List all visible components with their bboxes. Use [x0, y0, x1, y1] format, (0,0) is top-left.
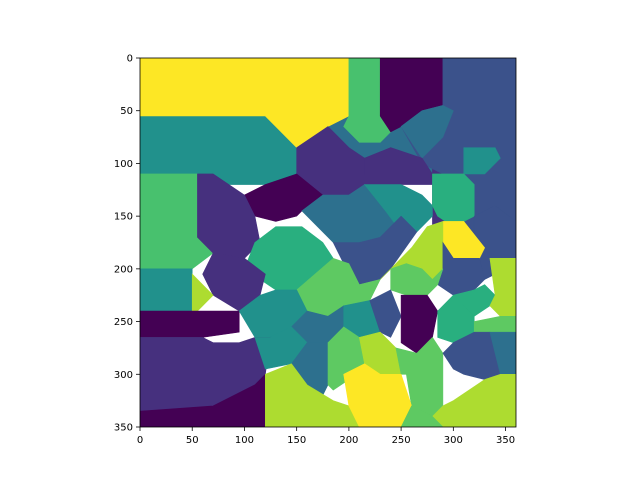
heatmap-region: [140, 310, 240, 338]
x-tick-label: 50: [186, 435, 199, 446]
y-tick-label: 150: [114, 212, 133, 223]
y-tick-label: 200: [114, 264, 133, 275]
heatmap-region: [140, 268, 193, 312]
heatmap-region: [489, 258, 516, 317]
x-axis: 0 50 100 150 200 250 300 350: [137, 427, 515, 446]
plot-frame: [139, 57, 517, 428]
y-axis: 0 50 100 150 200 250 300 350: [114, 54, 140, 434]
heatmap-region: [369, 289, 402, 338]
heatmap-region: [463, 147, 501, 175]
y-tick-label: 0: [127, 54, 133, 65]
x-tick-label: 350: [496, 435, 515, 446]
heatmap-region: [432, 373, 516, 427]
x-tick-label: 300: [444, 435, 463, 446]
y-tick-label: 300: [114, 370, 133, 381]
heatmap-region: [400, 405, 444, 427]
heatmap-region: [489, 331, 516, 375]
x-tick-label: 0: [137, 435, 143, 446]
y-tick-label: 250: [114, 317, 133, 328]
y-tick-label: 50: [120, 106, 133, 117]
x-tick-label: 200: [339, 435, 358, 446]
heatmap-region: [265, 363, 360, 427]
x-tick-label: 100: [235, 435, 254, 446]
heatmap-region: [473, 315, 516, 333]
x-tick-label: 250: [392, 435, 411, 446]
heatmap-region: [390, 263, 444, 296]
heatmap-region: [197, 173, 261, 259]
y-tick-label: 100: [114, 159, 133, 170]
heatmap-regions: [140, 58, 516, 427]
heatmap-region: [140, 373, 266, 427]
x-tick-label: 150: [287, 435, 306, 446]
y-tick-label: 350: [114, 423, 133, 434]
heatmap-region: [363, 184, 433, 233]
